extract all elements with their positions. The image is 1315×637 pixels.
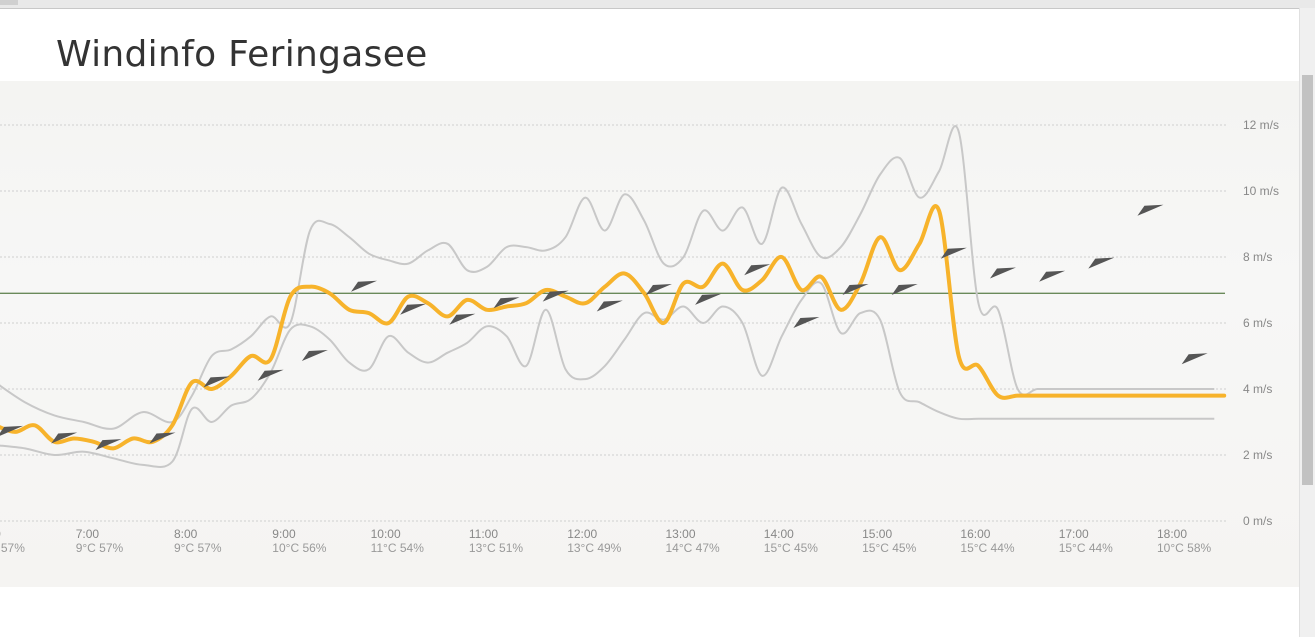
x-tick-weather: 15°C 45% bbox=[764, 541, 818, 555]
y-tick-label: 6 m/s bbox=[1243, 316, 1272, 330]
x-tick-time: 9:00 bbox=[272, 527, 296, 541]
gust-min-line bbox=[0, 281, 1215, 468]
x-tick-weather: 11°C 54% bbox=[371, 541, 425, 555]
wind-direction-arrow bbox=[891, 284, 918, 295]
x-tick-time: 12:00 bbox=[567, 527, 597, 541]
x-tick-time: 10:00 bbox=[371, 527, 401, 541]
x-tick-time: 14:00 bbox=[764, 527, 794, 541]
tab-edge bbox=[0, 0, 18, 5]
wind-direction-arrow bbox=[449, 313, 476, 325]
wind-direction-arrow bbox=[400, 303, 427, 315]
x-tick: 6:009°C 57% bbox=[0, 527, 25, 555]
wind-chart-svg: 0 m/s 2 m/s 4 m/s 6 m/s 8 m/s 10 m/s 12 m/s 6:… bbox=[0, 118, 1279, 555]
wind-direction-arrow bbox=[51, 432, 78, 444]
x-tick-weather: 15°C 44% bbox=[960, 541, 1014, 555]
wind-direction-arrow bbox=[203, 376, 230, 388]
x-tick: 7:009°C 57% bbox=[76, 527, 124, 555]
x-tick-time: 17:00 bbox=[1059, 527, 1089, 541]
y-tick-label: 10 m/s bbox=[1243, 184, 1279, 198]
y-tick-label: 0 m/s bbox=[1243, 514, 1272, 528]
wind-direction-markers bbox=[0, 204, 1208, 451]
x-tick-weather: 13°C 49% bbox=[567, 541, 621, 555]
wind-direction-arrow bbox=[493, 297, 520, 309]
wind-direction-arrow bbox=[257, 369, 284, 381]
x-tick-time: 18:00 bbox=[1157, 527, 1187, 541]
vertical-scrollbar[interactable] bbox=[1299, 8, 1315, 637]
x-tick-time: 8:00 bbox=[174, 527, 198, 541]
x-tick-time: 11:00 bbox=[469, 527, 498, 541]
wind-direction-arrow bbox=[301, 350, 328, 361]
grid-lines bbox=[0, 124, 1228, 522]
x-tick-time: 6:00 bbox=[0, 527, 1, 541]
wind-direction-arrow bbox=[989, 267, 1016, 279]
y-axis-labels: 0 m/s 2 m/s 4 m/s 6 m/s 8 m/s 10 m/s 12 m/s bbox=[1243, 118, 1279, 528]
x-tick-weather: 14°C 47% bbox=[666, 541, 720, 555]
wind-direction-arrow bbox=[0, 425, 24, 436]
wind-direction-arrow bbox=[645, 284, 672, 295]
wind-direction-arrow bbox=[149, 432, 176, 444]
x-axis-labels: 6:009°C 57%7:009°C 57%8:009°C 57%9:0010°… bbox=[0, 527, 1211, 555]
y-tick-label: 4 m/s bbox=[1243, 382, 1272, 396]
wind-direction-arrow bbox=[842, 284, 869, 295]
wind-direction-arrow bbox=[744, 264, 771, 276]
y-tick-label: 12 m/s bbox=[1243, 118, 1279, 132]
scrollbar-thumb[interactable] bbox=[1302, 75, 1313, 485]
y-tick-label: 8 m/s bbox=[1243, 250, 1272, 264]
wind-direction-arrow bbox=[1039, 270, 1066, 282]
wind-direction-arrow bbox=[695, 293, 722, 305]
wind-direction-arrow bbox=[95, 439, 122, 451]
x-tick-weather: 9°C 57% bbox=[0, 541, 25, 555]
wind-speed-line bbox=[0, 204, 1227, 451]
x-tick-time: 16:00 bbox=[960, 527, 990, 541]
x-tick-time: 13:00 bbox=[666, 527, 696, 541]
wind-direction-arrow bbox=[940, 247, 967, 259]
wind-direction-arrow bbox=[793, 317, 820, 328]
wind-direction-arrow bbox=[542, 290, 569, 302]
wind-direction-arrow bbox=[596, 300, 623, 312]
x-tick-weather: 9°C 57% bbox=[76, 541, 124, 555]
x-tick-weather: 15°C 44% bbox=[1059, 541, 1113, 555]
browser-top-strip bbox=[0, 0, 1315, 9]
page-title: Windinfo Feringasee bbox=[56, 34, 428, 76]
wind-direction-arrow bbox=[1137, 204, 1164, 216]
wind-direction-arrow bbox=[1088, 257, 1115, 269]
x-tick-weather: 15°C 45% bbox=[862, 541, 916, 555]
x-tick-time: 15:00 bbox=[862, 527, 892, 541]
x-tick-weather: 10°C 56% bbox=[272, 541, 326, 555]
gust-max-line bbox=[0, 125, 1215, 430]
wind-direction-arrow bbox=[351, 280, 378, 292]
x-tick-time: 7:00 bbox=[76, 527, 100, 541]
wind-chart: 0 m/s 2 m/s 4 m/s 6 m/s 8 m/s 10 m/s 12 m/s 6:… bbox=[0, 81, 1300, 587]
x-tick-weather: 10°C 58% bbox=[1157, 541, 1211, 555]
y-tick-label: 2 m/s bbox=[1243, 448, 1272, 462]
x-tick-weather: 9°C 57% bbox=[174, 541, 222, 555]
wind-direction-arrow bbox=[1181, 353, 1208, 365]
x-tick: 8:009°C 57% bbox=[174, 527, 222, 555]
x-tick-weather: 13°C 51% bbox=[469, 541, 523, 555]
